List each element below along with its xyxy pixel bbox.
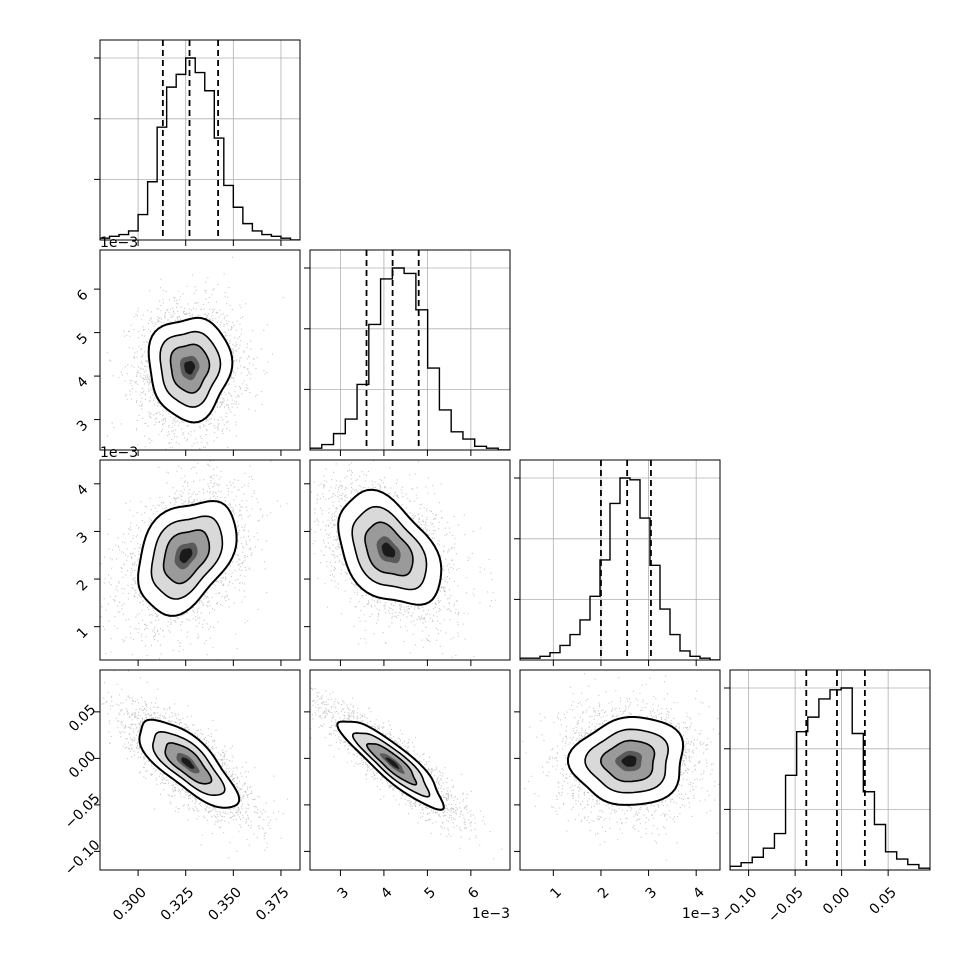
y-tick-label-3-2: 0.00 [66,748,99,781]
contour-3-2-0 [566,716,685,806]
scatter-panel-3-1 [309,669,511,871]
contour-3-0-2 [164,742,213,785]
x-tick-label-3-2: 0.00 [820,884,853,917]
contour-3-0-0 [138,718,241,809]
x-tick-label-3-0: −0.10 [719,884,761,926]
x-tick-label-1-1: 4 [378,884,396,902]
contour-2-1-0 [337,488,443,606]
scatter-frame-3-2 [519,669,721,871]
contour-1-0-1 [159,330,222,408]
scatter-frame-1-0 [99,249,301,451]
x-tick-label-2-1: 2 [595,884,613,902]
scatter-frame-3-0 [99,669,301,871]
y-tick-label-2-3: 4 [74,482,92,500]
x-tick-label-1-0: 3 [335,884,353,902]
x-tick-label-1-2: 5 [422,884,440,902]
contour-3-1-1 [352,732,431,798]
y-tick-label-3-1: −0.05 [62,791,104,833]
y-tick-label-3-0: −0.10 [62,837,104,879]
y-tick-label-2-1: 2 [74,577,92,595]
x-tick-label-2-3: 4 [690,884,708,902]
hist-panel-3 [724,669,931,871]
hist-line-1 [310,267,510,450]
hist-line-0 [100,57,300,240]
hist-line-2 [520,477,720,660]
x-tick-label-2-0: 1 [547,884,565,902]
contour-3-1-0 [336,720,445,811]
scatter-frame-3-1 [309,669,511,871]
y-tick-label-1-2: 5 [74,330,92,348]
contour-3-2-1 [584,728,670,794]
x-offset-label-1: 1e−3 [472,906,510,922]
contour-1-0-2 [169,343,211,394]
density-peak-1-0 [184,360,196,375]
scatter-frame-2-0 [99,459,301,661]
contour-2-1-1 [351,505,428,591]
density-peak-2-0 [179,548,193,564]
hist-panel-1 [304,249,511,451]
hist-panel-2 [514,459,721,661]
contour-2-0-0 [137,499,238,617]
y-tick-label-1-3: 6 [74,287,92,305]
contour-2-0-2 [162,529,211,585]
x-tick-label-1-3: 6 [465,884,483,902]
contour-2-1-2 [364,521,414,577]
hist-frame-2 [519,459,721,661]
x-tick-label-0-0: 0.300 [110,884,150,924]
y-tick-label-2-0: 1 [74,624,92,642]
density-peak-3-0 [181,757,195,769]
hist-frame-0 [99,39,301,241]
scatter-panel-1-0 [99,249,301,451]
scatter-panel-3-0 [99,669,301,871]
contour-1-0-0 [147,316,234,424]
x-tick-label-3-1: −0.05 [765,884,807,926]
contour-3-2-2 [600,739,656,783]
x-tick-label-3-3: 0.05 [867,884,900,917]
y-tick-label-2-2: 3 [74,529,92,547]
contour-2-0-1 [150,515,224,600]
hist-frame-3 [729,669,931,871]
contour-3-1-2 [366,742,418,786]
scatter-panel-2-0 [99,459,301,661]
hist-frame-1 [309,249,511,451]
y-tick-label-1-0: 3 [74,417,92,435]
density-peak-3-1 [385,757,400,770]
contour-3-0-1 [151,730,226,796]
density-peak-2-1 [381,542,396,558]
scatter-frame-2-1 [309,459,511,661]
scatter-panel-3-2 [519,669,721,871]
x-offset-label-2: 1e−3 [682,906,720,922]
x-tick-label-0-1: 0.325 [158,884,198,924]
density-peak-3-2 [621,755,637,767]
hist-line-3 [730,687,930,870]
scatter-panel-2-1 [309,459,511,661]
y-offset-label-2: 1e−3 [100,445,138,461]
x-tick-label-2-2: 3 [643,884,661,902]
scatter-points-1-0 [106,256,284,450]
x-tick-label-0-3: 0.375 [253,884,293,924]
y-tick-label-1-1: 4 [74,374,92,392]
y-offset-label-1: 1e−3 [100,235,138,251]
x-tick-label-0-2: 0.350 [205,884,245,924]
y-tick-label-3-3: 0.05 [66,702,99,735]
hist-panel-0 [94,39,301,241]
